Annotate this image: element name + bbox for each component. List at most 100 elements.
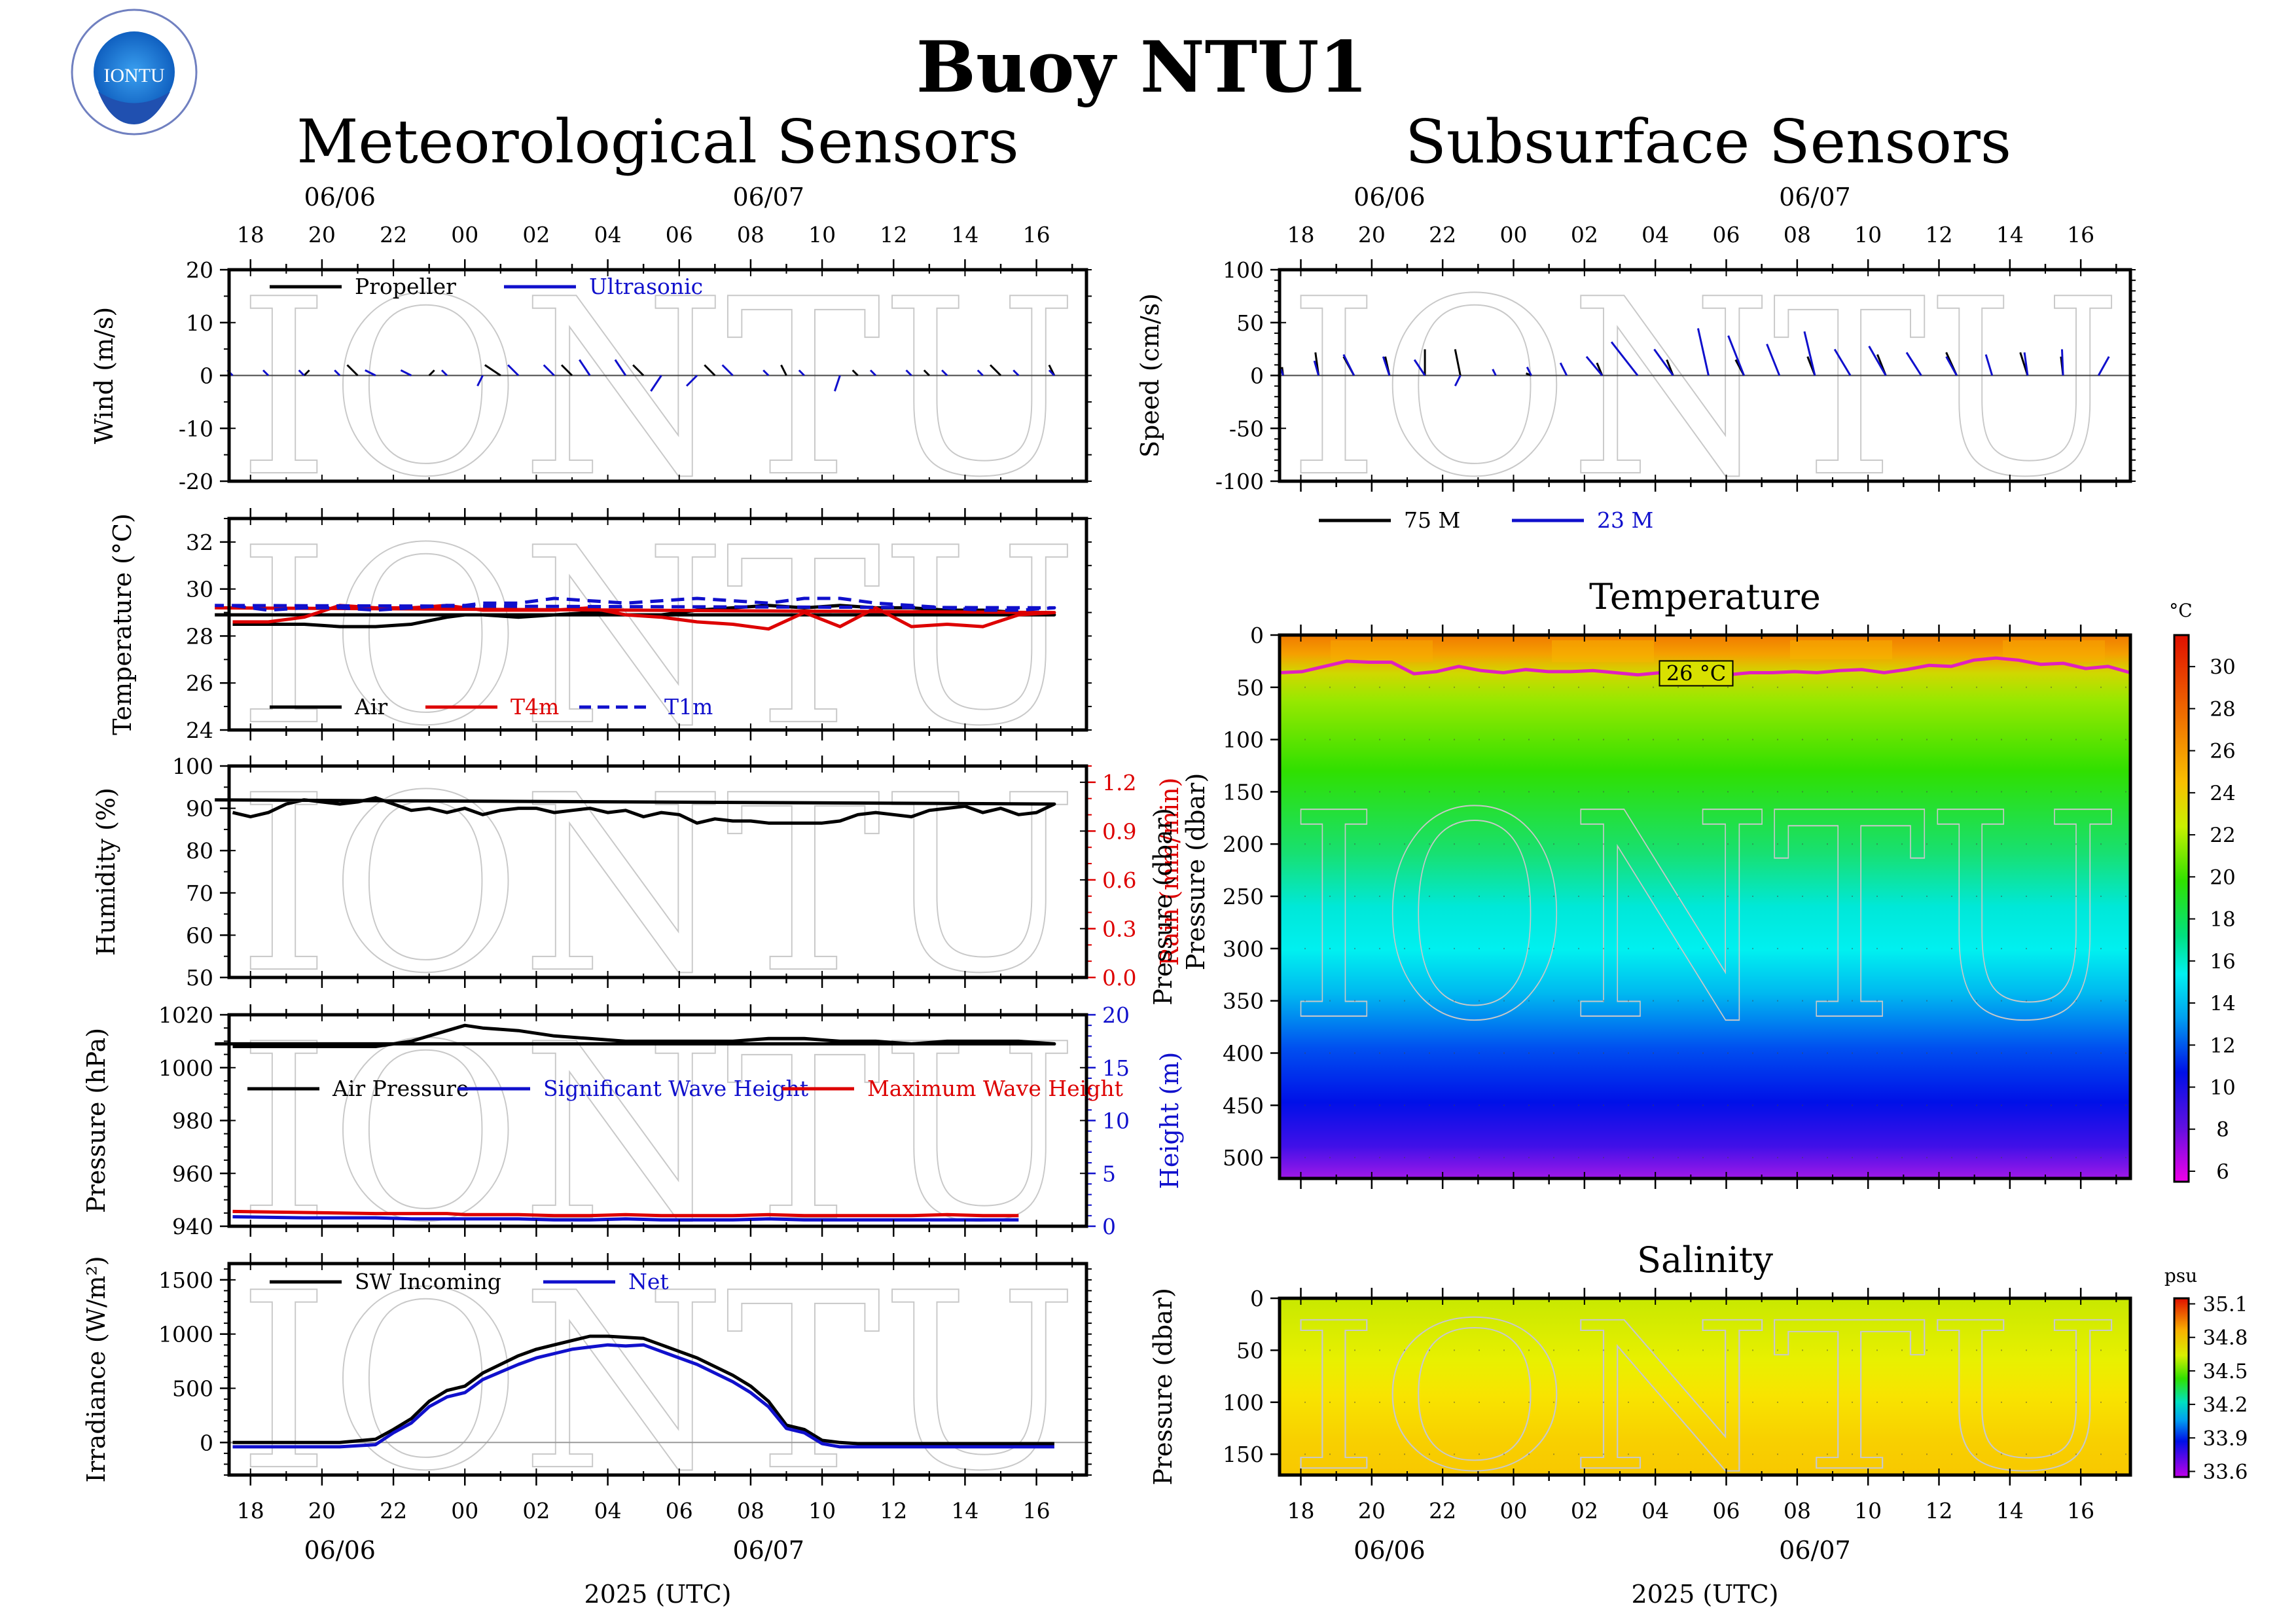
y-axis-label: Speed (cm/s) [1136,293,1164,458]
y-tick-label: 100 [1223,1390,1264,1415]
colorbar-tick-label: 33.9 [2202,1427,2248,1450]
x-tick-label: 00 [1500,222,1528,247]
y-tick-label: 250 [1223,884,1264,909]
y-tick-label: 1.2 [1102,770,1136,795]
current-stick [1610,341,1639,376]
y-tick-label: 100 [1223,257,1264,283]
date-label: 06/07 [732,183,804,211]
date-label: 06/06 [1354,183,1426,211]
plot-frame [227,268,1088,483]
date-label: 06/06 [1354,1536,1426,1565]
colorbar-tick-label: 26 [2210,740,2235,763]
x-tick-label: 20 [308,222,336,247]
x-tick-label: 14 [951,222,978,247]
plot-frame [227,1013,1088,1228]
y-tick-label: 0.6 [1102,867,1136,893]
heatmap-patch [1790,640,1892,660]
y-tick-label: 10 [1102,1108,1130,1134]
y-axis-label: Pressure (dbar) [1149,808,1177,1006]
colorbar-tick-label: 12 [2210,1034,2235,1057]
x-tick-label: 00 [1500,1498,1528,1523]
temperature-panel: IONTU 32 30 28 26 24 Temperature (°C) Air T4m T1m [108,495,1092,780]
colorbar-tick-label: 30 [2210,655,2235,679]
x-tick-label: 22 [1429,1498,1456,1523]
current-stick [1280,369,1284,376]
wind-stick [869,369,877,376]
legend-label: SW Incoming [355,1269,501,1294]
legend-label: Significant Wave Height [543,1076,808,1101]
y-axis-label: Temperature (°C) [108,513,137,735]
x-tick-label: 06 [1713,1498,1740,1523]
net-line [232,1343,1054,1449]
wind-stick [941,369,948,376]
plot-frame [1278,1296,2132,1477]
heatmap-patch [1331,640,1433,663]
y-axis-label: Irradiance (W/m²) [82,1256,111,1482]
y-axis-label: Pressure (hPa) [82,1028,111,1213]
y-tick-label: 0.0 [1102,965,1136,991]
y-axis-label: Pressure (dbar) [1149,1288,1177,1486]
x-tick-label: 22 [1429,222,1456,247]
isotherm-label-box [1659,660,1734,687]
wind-stick [476,374,484,387]
current-stick [1342,354,1355,376]
date-label: 06/06 [304,183,376,211]
y-tick-label: 450 [1223,1093,1264,1118]
y-tick-label: 30 [186,577,213,602]
y-tick-label: 60 [186,922,213,948]
colorbar-tick-label: 34.2 [2202,1393,2248,1417]
y-tick-label: 50 [186,965,213,991]
y-tick-label: 90 [186,796,213,822]
wind-stick [923,369,930,376]
y-tick-label: 300 [1223,936,1264,962]
iontu-watermark: IONTU [1288,247,2122,530]
colorbar-tick-label: 22 [2210,824,2235,847]
x-tick-label: 02 [522,222,550,247]
y-tick-label: -50 [1229,416,1264,441]
x-tick-label: 12 [1926,222,1953,247]
wind-stick [400,369,412,376]
wind-stick [543,364,555,376]
legend-label: 23 M [1597,507,1653,533]
current-stick [1454,374,1462,387]
y-tick-label: -100 [1215,469,1264,494]
current-stick [1868,345,1887,376]
y-tick-label: 940 [172,1214,213,1239]
plot-frame [227,1262,1088,1477]
colorbar-tick-label: 24 [2210,782,2235,805]
x-tick-label: 02 [1571,222,1598,247]
x-tick-label: 14 [1996,1498,2024,1523]
y-tick-label: 400 [1223,1040,1264,1066]
wind-stick [334,369,341,376]
x-tick-label: 20 [1358,1498,1386,1523]
wind-stick [507,364,520,376]
wind-stick [1013,369,1020,376]
colorbar-tick-label: 10 [2210,1076,2235,1099]
iontu-watermark: IONTU [1288,1280,2122,1516]
current-stick [1727,335,1745,376]
y-axis-label: Rain (mm/min) [1155,777,1184,966]
humidity-line [215,796,1056,825]
iontu-watermark: IONTU [1288,754,2122,1084]
wind-stick [977,369,984,376]
current-stick [1803,331,1816,376]
plot-frame [1278,268,2132,483]
y-tick-label: 20 [186,257,213,283]
x-tick-label: 04 [594,222,622,247]
right-heading: Subsurface Sensors [1405,107,2011,177]
x-tick-label: 08 [1784,1498,1811,1523]
date-label: 06/06 [304,1536,376,1565]
heatmap-patch [2003,640,2105,663]
wind-stick [1048,369,1055,376]
x-tick-label: 10 [808,222,836,247]
colorbar-tick-label: 18 [2210,908,2235,932]
wind-stick [484,364,501,376]
current-stick [1905,352,1922,376]
legend-label: Propeller [355,274,456,299]
y-tick-label: 0.9 [1102,818,1136,844]
colorbar-tick-label: 16 [2210,950,2235,974]
x-tick-label: 16 [2067,1498,2094,1523]
y-tick-label: 100 [1223,727,1264,753]
current-stick [1984,354,1994,376]
y-tick-label: 1020 [158,1002,213,1028]
